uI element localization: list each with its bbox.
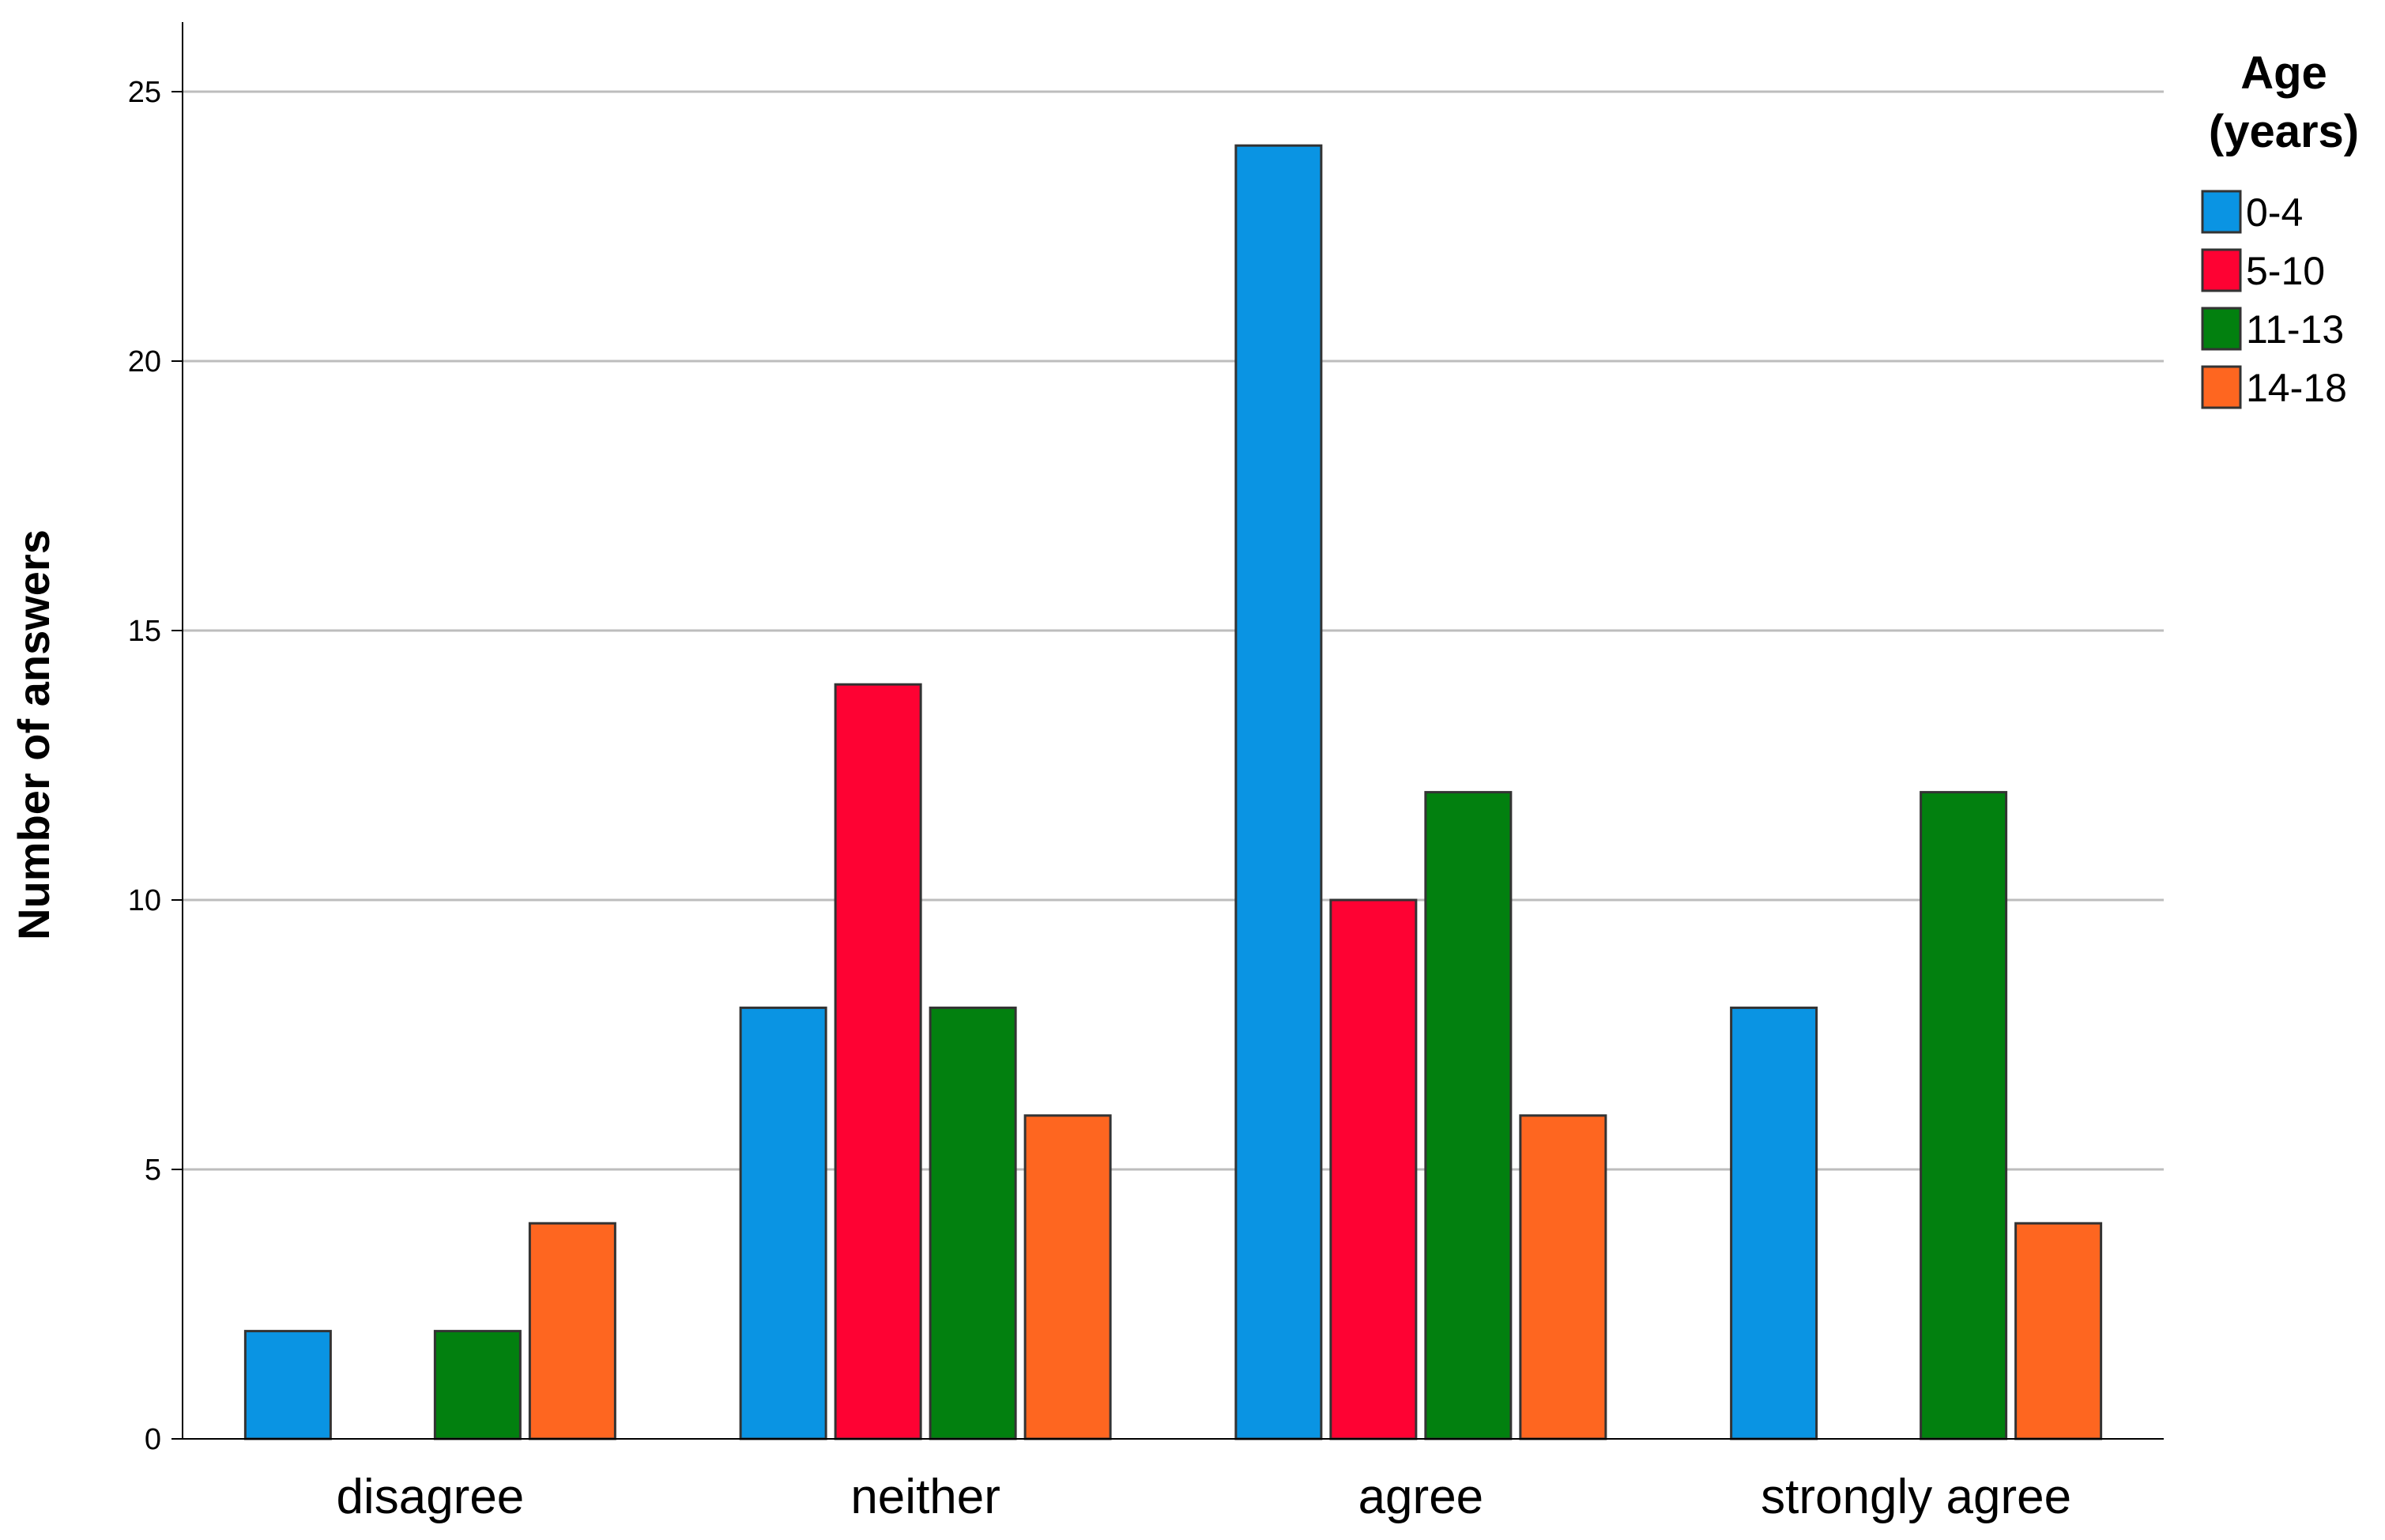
legend-items: 0-4 5-10 11-13 14-18 (2201, 190, 2347, 410)
legend-label: 5-10 (2246, 249, 2325, 293)
y-tick-label: 10 (128, 884, 161, 917)
bar-14-18-agree (1519, 1114, 1607, 1440)
bar-0-4-disagree (243, 1330, 332, 1440)
y-axis-ticks: 0 5 10 15 20 25 (128, 76, 183, 1456)
y-tick-label: 20 (128, 345, 161, 378)
legend-title-line2: (years) (2209, 106, 2359, 157)
x-category-label: disagree (336, 1470, 524, 1524)
bar-14-18-strongly-agree (2014, 1222, 2103, 1440)
bar-0-4-strongly-agree (1730, 1006, 1818, 1440)
y-tick-label: 0 (145, 1423, 161, 1456)
bar-0-4-agree (1234, 144, 1323, 1440)
legend-label: 11-13 (2246, 307, 2344, 352)
bar-5-10-neither (834, 683, 922, 1440)
bar-5-10-agree (1329, 898, 1418, 1440)
bar-11-13-disagree (433, 1330, 522, 1440)
legend-swatch (2201, 190, 2242, 234)
bar-14-18-neither (1023, 1114, 1112, 1440)
bar-0-4-neither (739, 1006, 827, 1440)
y-tick-label: 25 (128, 76, 161, 109)
y-tick-label: 5 (145, 1154, 161, 1187)
y-tick-label: 15 (128, 615, 161, 648)
x-category-label: neither (850, 1470, 1000, 1524)
legend: Age (years) 0-4 5-10 11-13 14-18 (2201, 47, 2359, 410)
bar-11-13-strongly-agree (1920, 791, 2008, 1440)
bar-11-13-agree (1424, 791, 1513, 1440)
legend-swatch (2201, 365, 2242, 409)
bar-14-18-disagree (528, 1222, 616, 1440)
y-axis-title: Number of answers (9, 529, 58, 940)
x-axis-labels: disagree neither agree strongly agree (336, 1470, 2071, 1524)
legend-swatch (2201, 248, 2242, 292)
bars (243, 144, 2103, 1440)
legend-label: 14-18 (2246, 366, 2347, 410)
legend-label: 0-4 (2246, 190, 2303, 235)
legend-title-line1: Age (2240, 47, 2327, 99)
bar-11-13-neither (929, 1006, 1017, 1440)
gridlines (183, 90, 2164, 1171)
legend-swatch (2201, 307, 2242, 351)
x-category-label: strongly agree (1761, 1470, 2071, 1524)
x-category-label: agree (1358, 1470, 1484, 1524)
